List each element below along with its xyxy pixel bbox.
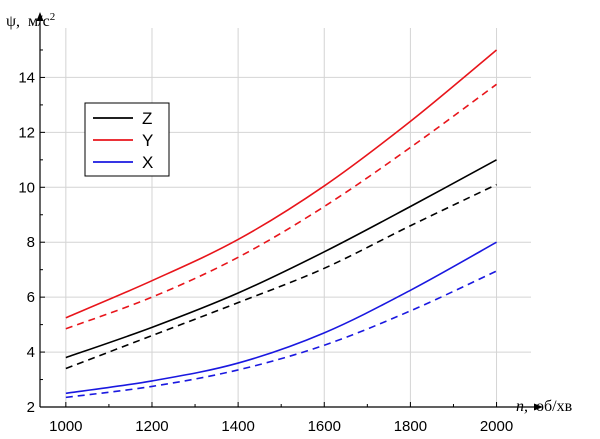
y-axis-arrow <box>36 12 44 21</box>
y-tick-label: 6 <box>27 289 35 306</box>
x-tick-label: 2000 <box>480 418 513 435</box>
legend: ZYX <box>84 102 170 177</box>
series-line-dashed-unlabeled-1a18e0 <box>65 270 497 399</box>
series-line-dashed-unlabeled-e8151b <box>65 83 498 330</box>
y-tick-label: 2 <box>27 399 35 416</box>
legend-label-y: Y <box>142 131 153 150</box>
legend-label-x: X <box>142 153 153 172</box>
x-tick-label: 1600 <box>308 418 341 435</box>
y-tick-label: 4 <box>27 344 35 361</box>
series-lines <box>65 49 498 399</box>
series-line-z <box>65 159 497 359</box>
x-tick-label: 1200 <box>135 418 168 435</box>
x-tick-label: 1800 <box>394 418 427 435</box>
series-line-y <box>65 49 498 319</box>
y-tick-label: 8 <box>27 234 35 251</box>
series-line-x <box>65 241 497 395</box>
y-axis-title: ψ, м/с2 <box>6 11 55 30</box>
y-tick-label: 12 <box>18 124 35 141</box>
x-axis-arrow <box>534 403 543 411</box>
x-tick-label: 1400 <box>221 418 254 435</box>
series-line-dashed-unlabeled-000000 <box>65 183 497 370</box>
axes <box>36 12 543 411</box>
x-tick-label: 1000 <box>49 418 82 435</box>
y-tick-label: 14 <box>18 69 35 86</box>
tick-labels: 1000 1200 1400 1600 1800 2000 2 4 6 8 10 12 14 <box>18 69 513 435</box>
legend-label-z: Z <box>142 109 152 128</box>
x-axis-title: n, об/хв <box>516 398 573 415</box>
y-tick-label: 10 <box>18 179 35 196</box>
